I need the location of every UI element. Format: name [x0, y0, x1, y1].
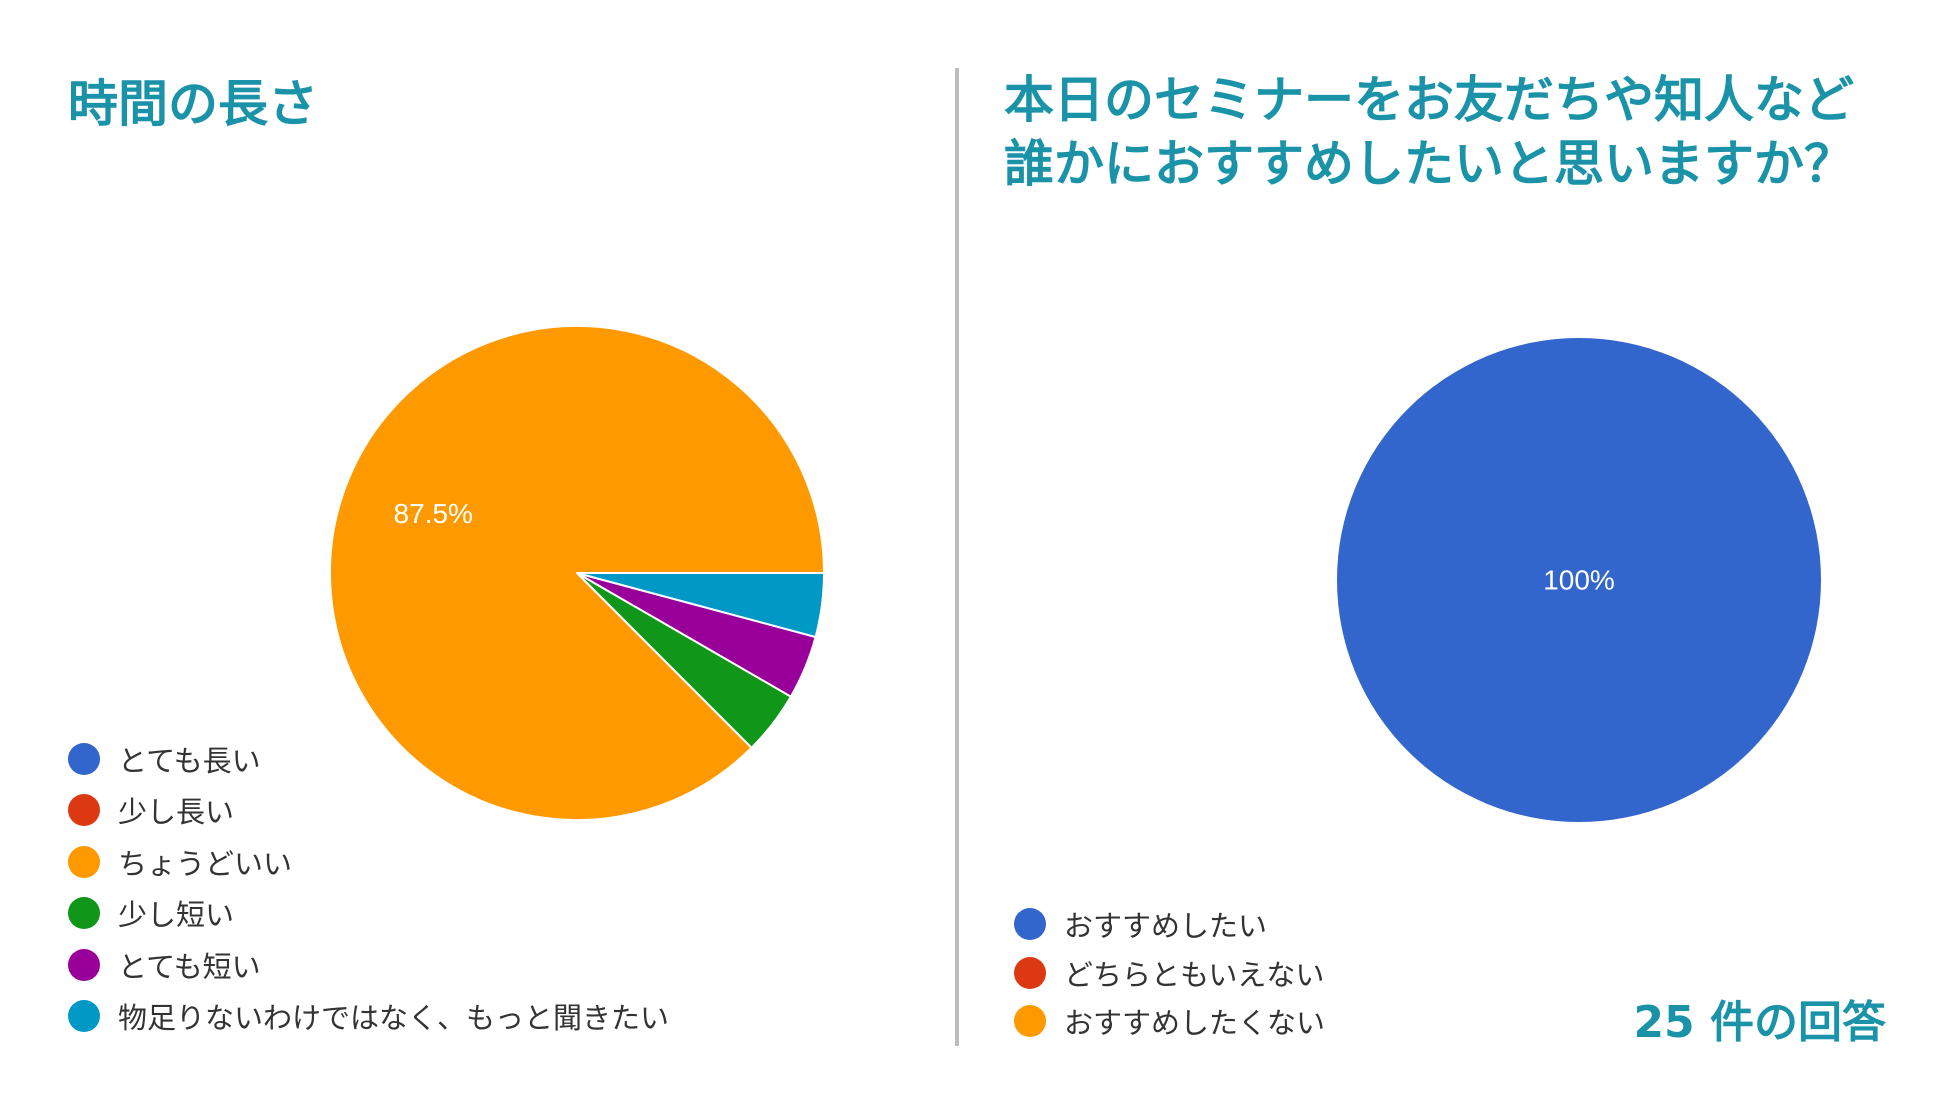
legend-label: とても長い — [118, 743, 261, 778]
legend-swatch — [68, 794, 100, 827]
legend-item: おすすめしたい — [1014, 900, 1325, 949]
legend-item: 物足りないわけではなく、もっと聞きたい — [68, 991, 669, 1043]
legend-item: 少し短い — [68, 888, 669, 940]
legend-item: どちらともいえない — [1014, 949, 1325, 998]
legend-label: 少し長い — [118, 795, 235, 830]
pie-slice — [1337, 338, 1821, 822]
slice-label: 100% — [1543, 565, 1615, 596]
legend-label: ちょうどいい — [118, 846, 293, 881]
legend-label: 少し短い — [118, 898, 235, 933]
legend-item: とても短い — [68, 939, 669, 991]
left-chart-title: 時間の長さ — [68, 75, 318, 133]
legend-swatch — [1014, 908, 1046, 941]
legend-label: おすすめしたい — [1064, 909, 1268, 944]
legend-swatch — [1014, 956, 1046, 989]
legend-swatch — [68, 742, 100, 775]
legend-item: とても長い — [68, 733, 669, 785]
pie-slice — [576, 572, 825, 638]
legend-swatch — [68, 897, 100, 930]
length-pie-chart: 87.5% — [329, 325, 825, 821]
recommend-pie-chart: 100% — [1337, 338, 1821, 822]
legend-swatch — [68, 845, 100, 878]
panel-divider — [955, 68, 959, 1046]
legend-swatch — [68, 948, 100, 981]
right-chart-title-line-1: 本日のセミナーをお友だちや知人など — [1004, 71, 1854, 129]
legend-label: とても短い — [118, 949, 261, 984]
legend-label: 物足りないわけではなく、もっと聞きたい — [118, 1001, 670, 1036]
response-count: 25 件の回答 — [1633, 997, 1886, 1048]
legend-item: おすすめしたくない — [1014, 997, 1325, 1046]
legend-label: おすすめしたくない — [1064, 1006, 1326, 1041]
legend-item: 少し長い — [68, 785, 669, 837]
right-chart-title-line-2: 誰かにおすすめしたいと思いますか？ — [1004, 135, 1854, 193]
legend-label: どちらともいえない — [1064, 957, 1325, 992]
recommend-legend: おすすめしたい どちらともいえない おすすめしたくない — [1014, 900, 1325, 1046]
right-chart-title: 本日のセミナーをお友だちや知人など 誰かにおすすめしたいと思いますか？ — [1004, 68, 1854, 196]
legend-swatch — [68, 1000, 100, 1033]
slice-label: 87.5% — [394, 498, 473, 529]
pie-slice — [329, 325, 825, 821]
legend-swatch — [1014, 1005, 1046, 1038]
length-legend: とても長い 少し長い ちょうどいい 少し短い とても短い 物足りないわけではなく… — [68, 733, 669, 1042]
legend-item: ちょうどいい — [68, 836, 669, 888]
